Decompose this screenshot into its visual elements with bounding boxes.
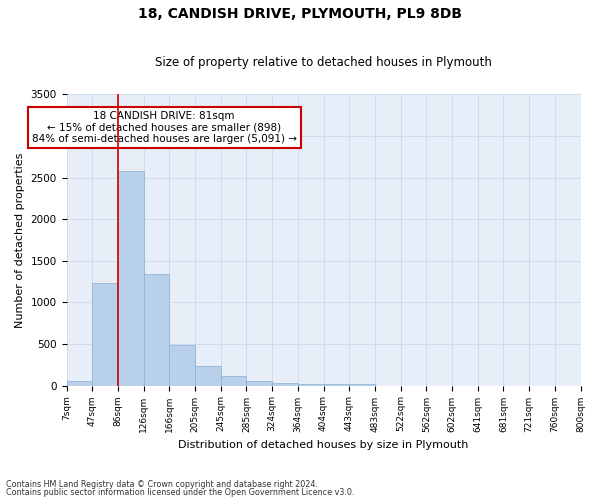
X-axis label: Distribution of detached houses by size in Plymouth: Distribution of detached houses by size … (178, 440, 469, 450)
Bar (67, 382, 92, 386)
Bar (298, 384, 323, 386)
Bar (221, 376, 247, 386)
Title: Size of property relative to detached houses in Plymouth: Size of property relative to detached ho… (155, 56, 492, 70)
Bar (272, 383, 298, 386)
Text: Contains public sector information licensed under the Open Government Licence v3: Contains public sector information licen… (6, 488, 355, 497)
Bar (169, 345, 195, 386)
Bar (195, 366, 221, 386)
Bar (349, 384, 375, 386)
Bar (143, 274, 169, 386)
Bar (118, 171, 143, 386)
Bar (92, 283, 118, 386)
Text: 18 CANDISH DRIVE: 81sqm
← 15% of detached houses are smaller (898)
84% of semi-d: 18 CANDISH DRIVE: 81sqm ← 15% of detache… (32, 111, 296, 144)
Y-axis label: Number of detached properties: Number of detached properties (15, 152, 25, 328)
Bar (323, 384, 349, 386)
Bar (247, 382, 272, 386)
Text: 18, CANDISH DRIVE, PLYMOUTH, PL9 8DB: 18, CANDISH DRIVE, PLYMOUTH, PL9 8DB (138, 8, 462, 22)
Text: Contains HM Land Registry data © Crown copyright and database right 2024.: Contains HM Land Registry data © Crown c… (6, 480, 318, 489)
